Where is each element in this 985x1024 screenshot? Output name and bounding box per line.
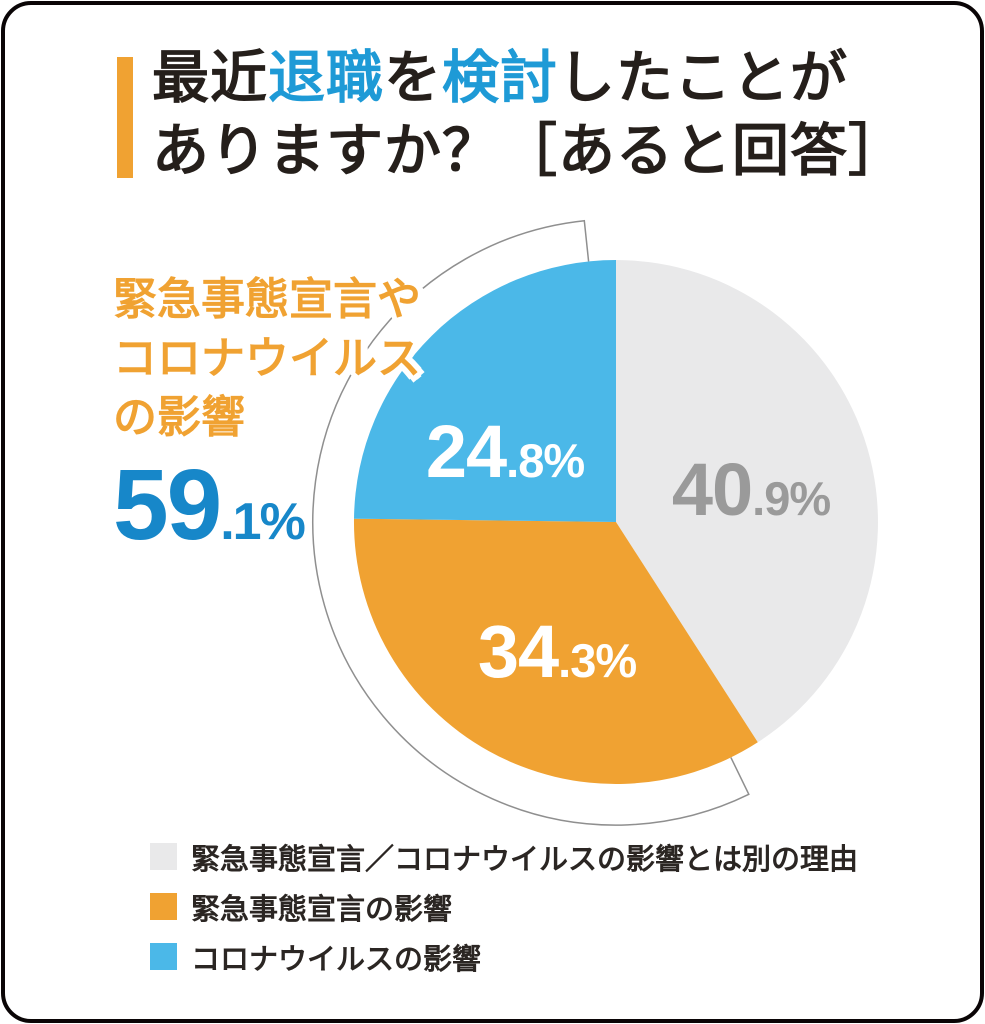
- legend-swatch: [150, 843, 177, 870]
- slice-value-decimal: .9%: [752, 472, 831, 525]
- slice-value-other-reason: 40.9%: [640, 450, 862, 530]
- title-part: 最近: [152, 46, 268, 110]
- callout-line: コロナウイルス: [113, 334, 421, 383]
- title-line-2: ありますか？［あると回答］: [152, 119, 906, 183]
- title-part-emphasis: 退職: [268, 46, 384, 110]
- combined-callout-label: 緊急事態宣言や コロナウイルス の影響: [113, 270, 421, 447]
- title-part-emphasis: 検討: [442, 46, 558, 110]
- legend-item-state-of-emergency: 緊急事態宣言の影響: [150, 892, 858, 926]
- legend-label: 緊急事態宣言の影響: [191, 893, 453, 926]
- slice-value-integer: 40: [671, 448, 753, 531]
- chart-title: 最近退職を検討したことが ありますか？［あると回答］: [152, 42, 906, 188]
- pie-slice-1: [353, 518, 758, 785]
- pie-slice-2: [354, 259, 616, 522]
- slice-value-integer: 34: [477, 610, 559, 693]
- title-line-1: 最近退職を検討したことが: [152, 42, 906, 115]
- legend-label: コロナウイルスの影響: [191, 943, 482, 976]
- combined-share-outline-arc: [312, 219, 750, 826]
- slice-value-decimal: .3%: [558, 634, 637, 687]
- legend-swatch: [150, 893, 177, 920]
- callout-line: の影響: [113, 393, 245, 442]
- combined-value-decimal: .1%: [220, 493, 306, 551]
- combined-callout-value: 59.1%: [113, 455, 421, 555]
- legend-item-other-reason: 緊急事態宣言／コロナウイルスの影響とは別の理由: [150, 842, 858, 876]
- pie-slice-0: [616, 260, 878, 743]
- combined-callout: 緊急事態宣言や コロナウイルス の影響 59.1%: [113, 270, 421, 555]
- slice-value-coronavirus: 24.8%: [390, 412, 620, 492]
- legend: 緊急事態宣言／コロナウイルスの影響とは別の理由 緊急事態宣言の影響 コロナウイル…: [150, 842, 858, 992]
- slice-value-integer: 24: [425, 410, 507, 493]
- legend-swatch: [150, 943, 177, 970]
- title-part: したことが: [558, 46, 848, 110]
- title-part: を: [384, 46, 442, 110]
- legend-item-coronavirus: コロナウイルスの影響: [150, 942, 858, 976]
- legend-label: 緊急事態宣言／コロナウイルスの影響とは別の理由: [191, 843, 859, 876]
- callout-line: 緊急事態宣言や: [113, 275, 421, 324]
- slice-value-decimal: .8%: [506, 434, 585, 487]
- slice-value-state-of-emergency: 34.3%: [445, 612, 669, 692]
- combined-value-integer: 59: [113, 449, 222, 561]
- title-accent-bar: [117, 57, 133, 178]
